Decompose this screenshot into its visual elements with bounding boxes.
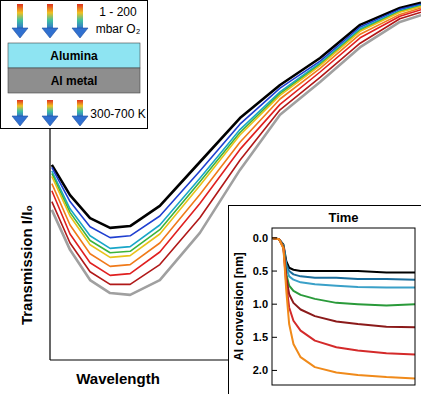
arrow-head [42,116,58,126]
x-axis-label: Time [328,210,358,225]
conversion-line [272,238,415,272]
inset-frame [229,206,421,394]
arrow-shaft [77,4,83,29]
y-tick-label: 1.0 [253,298,268,310]
y-tick [272,271,277,272]
y-tick [272,337,277,338]
layer [8,68,140,93]
y-tick-label: 1.5 [253,331,268,343]
schematic: 1 - 200 mbar O₂ Alumina Al metal 300-700 K [1,1,148,129]
conversion-line [272,238,415,378]
y-tick-label: 2.0 [253,364,268,376]
arrow-head [42,28,58,38]
arrow-head [72,116,88,126]
schematic-frame [1,1,148,129]
temperature-label: 300-700 K [90,107,145,121]
conversion-line [272,238,415,288]
layer-label: Alumina [50,49,98,63]
y-tick [272,237,277,238]
y-tick-label: 0.0 [253,232,268,244]
arrow-head [12,28,28,38]
y-tick-label: 0.5 [253,265,268,277]
inset-lines [272,238,415,378]
y-axis-label: Transmission I/I₀ [18,205,35,325]
arrow-shaft [17,100,23,117]
inset-plot-frame [272,228,415,385]
conversion-line [272,238,415,355]
conversion-line [272,238,415,327]
arrow-shaft [77,100,83,117]
y-tick [272,370,277,371]
inset: 0.0 0.5 1.0 1.5 2.0 Time Al conversion [nm] [229,206,421,394]
pressure-label: mbar O₂ [96,22,141,36]
y-axis-label: Al conversion [nm] [232,252,246,361]
arrow-head [12,116,28,126]
conversion-line [272,238,415,280]
y-tick [272,304,277,305]
layer [8,43,140,68]
arrow-shaft [17,4,23,29]
conversion-line [272,238,415,306]
arrow-head [72,28,88,38]
pressure-label: 1 - 200 [99,5,137,19]
arrow-shaft [47,4,53,29]
figure: Wavelength Transmission I/I₀ 1 - 200 mbar O… [0,0,421,394]
arrow-shaft [47,100,53,117]
x-axis-label: Wavelength [76,370,160,387]
layer-label: Al metal [51,74,98,88]
